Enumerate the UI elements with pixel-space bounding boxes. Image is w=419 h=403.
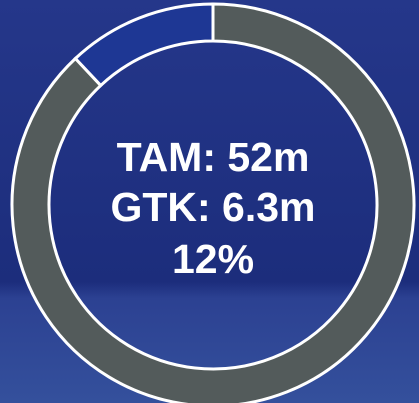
center-label: 12% xyxy=(172,236,254,282)
center-label: TAM: 52m xyxy=(117,134,310,180)
donut xyxy=(10,2,416,403)
donut-slice xyxy=(10,2,416,403)
donut-slice xyxy=(73,2,215,88)
center-label: GTK: 6.3m xyxy=(110,184,315,230)
